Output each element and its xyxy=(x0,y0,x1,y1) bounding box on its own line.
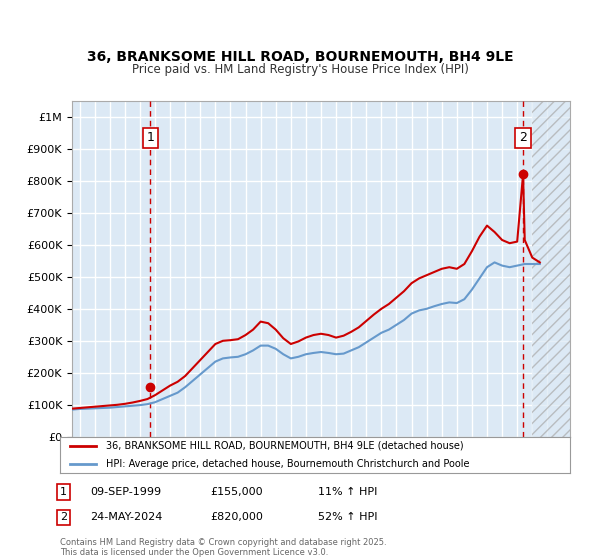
Text: 52% ↑ HPI: 52% ↑ HPI xyxy=(318,512,377,522)
Text: £155,000: £155,000 xyxy=(210,487,263,497)
Text: 11% ↑ HPI: 11% ↑ HPI xyxy=(318,487,377,497)
Text: 1: 1 xyxy=(60,487,67,497)
Text: 2: 2 xyxy=(519,131,527,144)
Text: 36, BRANKSOME HILL ROAD, BOURNEMOUTH, BH4 9LE (detached house): 36, BRANKSOME HILL ROAD, BOURNEMOUTH, BH… xyxy=(106,441,464,451)
Bar xyxy=(532,101,570,437)
Text: 24-MAY-2024: 24-MAY-2024 xyxy=(90,512,163,522)
Text: 1: 1 xyxy=(146,131,154,144)
Text: 09-SEP-1999: 09-SEP-1999 xyxy=(90,487,161,497)
Text: £820,000: £820,000 xyxy=(210,512,263,522)
Text: Contains HM Land Registry data © Crown copyright and database right 2025.
This d: Contains HM Land Registry data © Crown c… xyxy=(60,538,386,557)
Text: HPI: Average price, detached house, Bournemouth Christchurch and Poole: HPI: Average price, detached house, Bour… xyxy=(106,459,469,469)
Text: 36, BRANKSOME HILL ROAD, BOURNEMOUTH, BH4 9LE: 36, BRANKSOME HILL ROAD, BOURNEMOUTH, BH… xyxy=(86,50,514,64)
Text: Price paid vs. HM Land Registry's House Price Index (HPI): Price paid vs. HM Land Registry's House … xyxy=(131,63,469,76)
Text: 2: 2 xyxy=(60,512,67,522)
